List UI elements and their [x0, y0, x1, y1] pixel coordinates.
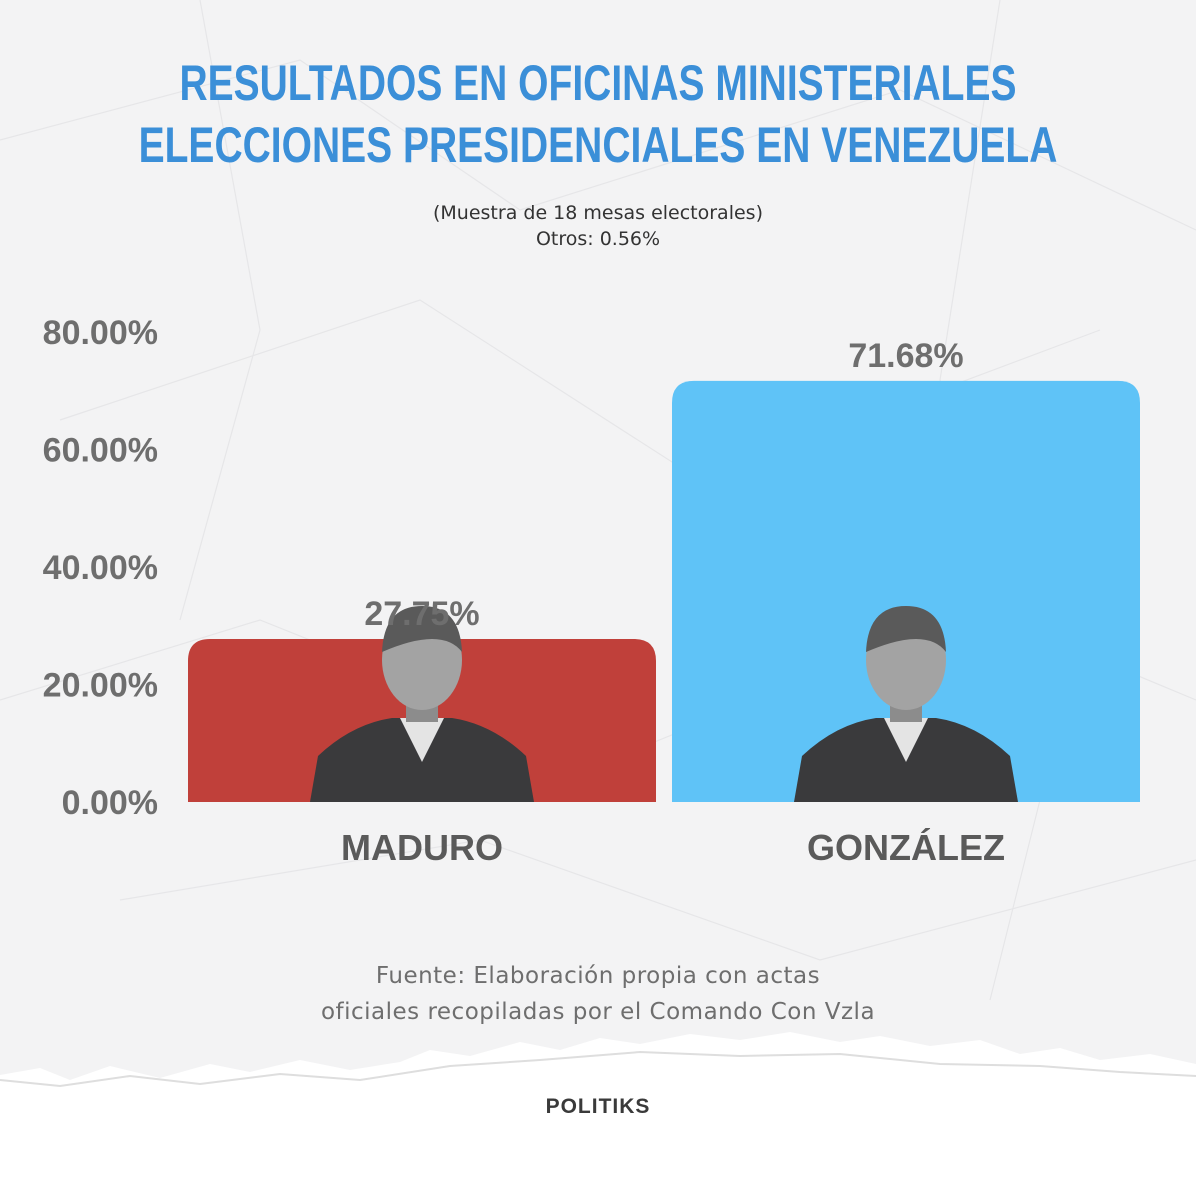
source-line-1: Fuente: Elaboración propia con actas [375, 963, 821, 989]
y-tick-label: 80.00% [43, 314, 158, 352]
source-note: Fuente: Elaboración propia con actas ofi… [0, 958, 1196, 1030]
subtitle-line-2: Otros: 0.56% [535, 228, 661, 250]
bar-chart: 0.00% 20.00% 40.00% 60.00% 80.00% 27.75% MADUR… [43, 314, 1140, 868]
y-tick-label: 20.00% [43, 667, 158, 705]
brand-logo: POLITIKS [545, 1095, 651, 1118]
category-label: GONZÁLEZ [807, 827, 1005, 868]
y-tick-label: 40.00% [43, 549, 158, 587]
chart-title: RESULTADOS EN OFICINAS MINISTERIALES ELE… [132, 52, 1065, 176]
subtitle-line-1: (Muestra de 18 mesas electorales) [433, 202, 763, 224]
torn-paper-footer [0, 1032, 1196, 1200]
value-label: 27.75% [364, 595, 479, 633]
bar-gonzález [672, 380, 1140, 802]
title-line-2: ELECCIONES PRESIDENCIALES EN VENEZUELA [138, 117, 1058, 173]
y-tick-label: 0.00% [62, 784, 158, 822]
value-label: 71.68% [848, 337, 963, 375]
portrait-icon [794, 606, 1018, 802]
chart-subtitle: (Muestra de 18 mesas electorales) Otros:… [0, 200, 1196, 252]
portrait-icon [310, 606, 534, 802]
title-line-1: RESULTADOS EN OFICINAS MINISTERIALES [179, 55, 1017, 111]
source-line-2: oficiales recopiladas por el Comando Con… [320, 999, 876, 1025]
y-tick-label: 60.00% [43, 432, 158, 470]
category-label: MADURO [341, 827, 503, 868]
